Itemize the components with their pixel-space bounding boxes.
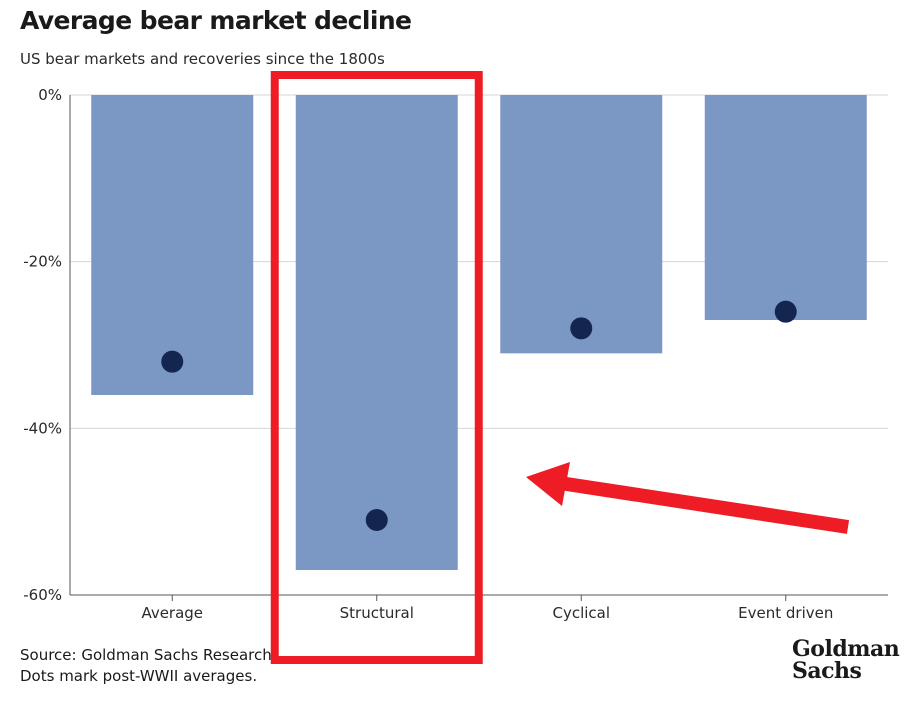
- y-tick-label: -20%: [23, 253, 62, 271]
- bar-event-driven: [704, 95, 867, 320]
- dots-note: Dots mark post-WWII averages.: [20, 667, 258, 685]
- arrow-shaft: [558, 476, 850, 534]
- y-tick-label: -40%: [23, 419, 62, 437]
- bar-structural: [295, 95, 458, 570]
- post-wwii-dot: [570, 317, 593, 340]
- x-tick-label: Cyclical: [552, 604, 610, 622]
- bar-average: [91, 95, 254, 395]
- arrow-head: [526, 462, 570, 506]
- bar-cyclical: [500, 95, 663, 354]
- y-tick-label: 0%: [38, 86, 62, 104]
- x-tick-label: Event driven: [738, 604, 833, 622]
- y-tick-label: -60%: [23, 586, 62, 604]
- x-tick-label: Structural: [340, 604, 414, 622]
- source-note: Source: Goldman Sachs Research: [20, 646, 272, 664]
- chart-title: Average bear market decline: [20, 6, 412, 35]
- post-wwii-dot: [365, 509, 388, 531]
- x-tick-label: Average: [141, 604, 203, 622]
- chart-subtitle: US bear markets and recoveries since the…: [20, 50, 385, 68]
- goldman-sachs-logo: Goldman Sachs: [792, 636, 900, 684]
- highlight-box: [270, 71, 483, 664]
- post-wwii-dot: [774, 300, 797, 323]
- logo-line-2: Sachs: [792, 658, 862, 684]
- post-wwii-dot: [161, 350, 184, 373]
- chart-footer: Source: Goldman Sachs Research Dots mark…: [20, 645, 272, 687]
- logo-line-1: Goldman: [792, 636, 900, 662]
